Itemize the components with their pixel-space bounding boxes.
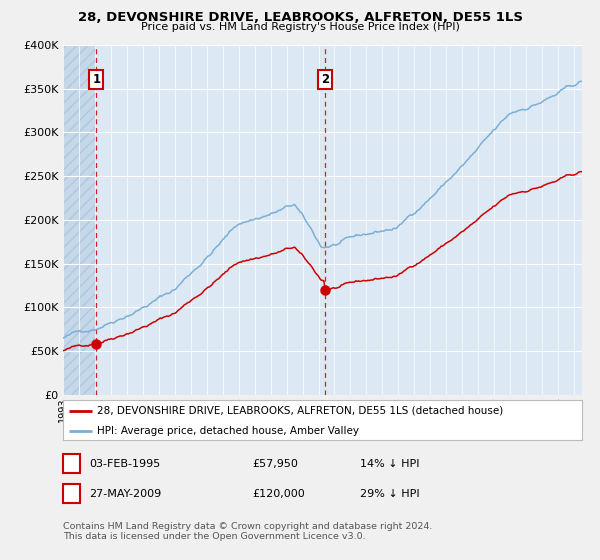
- Bar: [63, 45, 97, 395]
- Text: 1: 1: [67, 457, 76, 470]
- Text: HPI: Average price, detached house, Amber Valley: HPI: Average price, detached house, Ambe…: [97, 426, 359, 436]
- Text: 14% ↓ HPI: 14% ↓ HPI: [360, 459, 419, 469]
- Text: 28, DEVONSHIRE DRIVE, LEABROOKS, ALFRETON, DE55 1LS: 28, DEVONSHIRE DRIVE, LEABROOKS, ALFRETO…: [77, 11, 523, 24]
- Text: £57,950: £57,950: [252, 459, 298, 469]
- Text: 27-MAY-2009: 27-MAY-2009: [89, 489, 161, 499]
- Text: 2: 2: [67, 487, 76, 501]
- Text: 2: 2: [321, 73, 329, 86]
- Text: £120,000: £120,000: [252, 489, 305, 499]
- Text: 03-FEB-1995: 03-FEB-1995: [89, 459, 160, 469]
- Text: 1: 1: [92, 73, 100, 86]
- Text: Contains HM Land Registry data © Crown copyright and database right 2024.
This d: Contains HM Land Registry data © Crown c…: [63, 522, 433, 542]
- Text: 29% ↓ HPI: 29% ↓ HPI: [360, 489, 419, 499]
- Text: Price paid vs. HM Land Registry's House Price Index (HPI): Price paid vs. HM Land Registry's House …: [140, 22, 460, 32]
- Text: 28, DEVONSHIRE DRIVE, LEABROOKS, ALFRETON, DE55 1LS (detached house): 28, DEVONSHIRE DRIVE, LEABROOKS, ALFRETO…: [97, 406, 503, 416]
